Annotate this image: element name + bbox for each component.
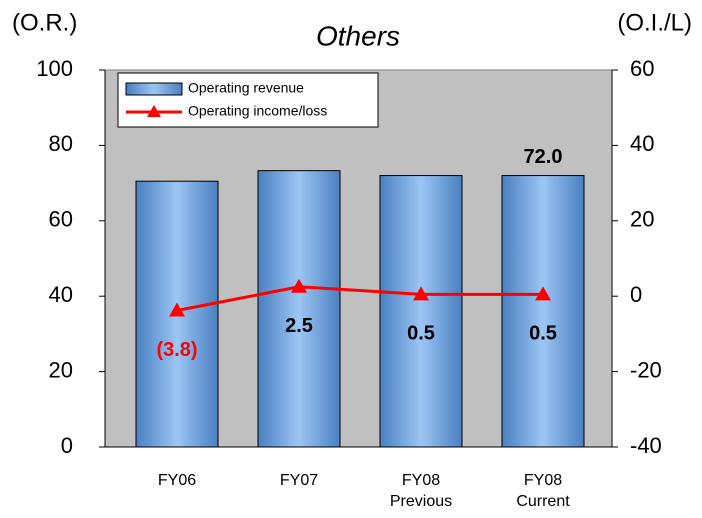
- y2-tick-label: 0: [630, 282, 642, 307]
- x-tick-label: FY08 Previous: [390, 472, 452, 510]
- line-marker: [169, 302, 185, 317]
- legend-label: Operating income/loss: [188, 103, 327, 119]
- line-value-label: (3.8): [156, 339, 197, 361]
- y2-tick-label: 40: [630, 131, 654, 156]
- line-marker: [535, 286, 551, 301]
- line: [176, 285, 543, 312]
- y2-tick-label: 60: [630, 56, 654, 81]
- y2-tick-label: -20: [630, 357, 662, 382]
- legend-marker: [147, 105, 161, 117]
- line-value-label: 0.5: [407, 323, 435, 345]
- x-tick-label: FY06: [158, 472, 196, 489]
- bar: [501, 175, 585, 448]
- y2-axis-label: (O.I./L): [617, 9, 692, 36]
- y-tick-label: 20: [49, 357, 73, 382]
- x-tick-label: FY08 Current: [516, 472, 570, 510]
- legend-label: Operating revenue: [188, 80, 304, 96]
- line-value-label: 0.5: [529, 323, 557, 345]
- y-tick-label: 80: [49, 131, 73, 156]
- line-marker: [291, 278, 307, 293]
- line-marker: [413, 286, 429, 301]
- y2-tick-label: -40: [630, 433, 662, 458]
- y-axis-label: (O.R.): [12, 9, 77, 36]
- bar: [257, 170, 341, 448]
- legend-box: [117, 72, 379, 128]
- x-tick-label: FY07: [280, 472, 318, 489]
- chart-title: Others: [316, 20, 400, 51]
- bar-value-label: 72.0: [524, 146, 563, 168]
- legend-swatch: [125, 82, 183, 96]
- bar: [379, 175, 463, 448]
- y-tick-label: 0: [61, 433, 73, 458]
- y-tick-label: 100: [36, 56, 73, 81]
- line-value-label: 2.5: [285, 315, 313, 337]
- y2-tick-label: 20: [630, 207, 654, 232]
- y-tick-label: 40: [49, 282, 73, 307]
- y-tick-label: 60: [49, 207, 73, 232]
